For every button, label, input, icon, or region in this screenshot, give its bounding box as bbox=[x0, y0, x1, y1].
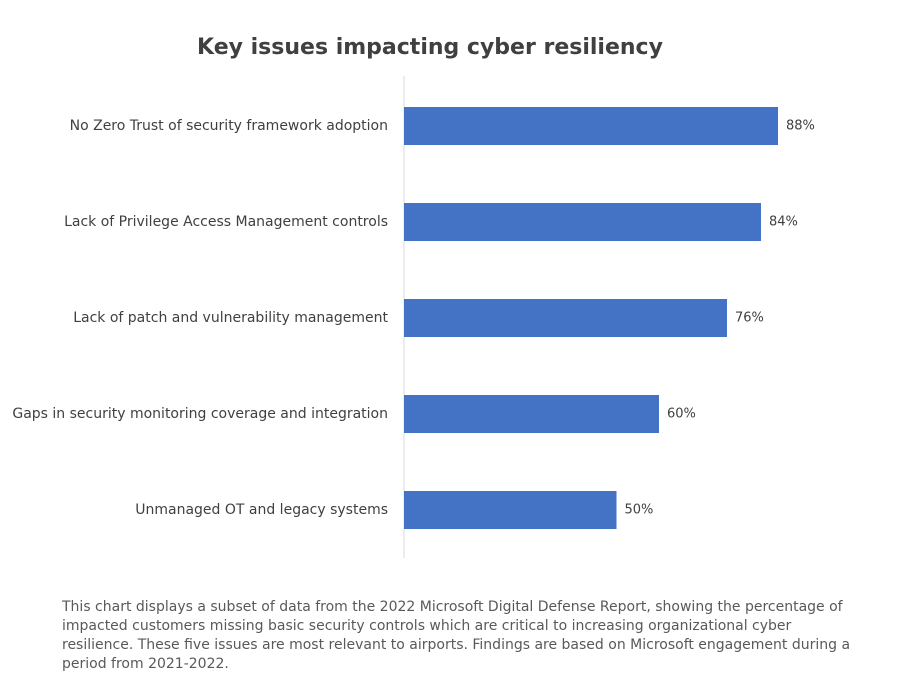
bar bbox=[404, 203, 761, 241]
chart-title: Key issues impacting cyber resiliency bbox=[197, 35, 663, 60]
category-label: Gaps in security monitoring coverage and… bbox=[12, 406, 388, 422]
bar bbox=[404, 395, 659, 433]
value-label: 60% bbox=[667, 407, 696, 422]
category-label: Lack of patch and vulnerability manageme… bbox=[73, 310, 388, 326]
chart: Key issues impacting cyber resiliency No… bbox=[12, 35, 815, 558]
category-label: Unmanaged OT and legacy systems bbox=[135, 502, 388, 518]
value-label: 88% bbox=[786, 119, 815, 134]
category-label: Lack of Privilege Access Management cont… bbox=[64, 214, 388, 230]
bar bbox=[404, 299, 727, 337]
bar bbox=[404, 107, 778, 145]
value-label: 84% bbox=[769, 215, 798, 230]
caption: This chart displays a subset of data fro… bbox=[62, 599, 851, 672]
category-label: No Zero Trust of security framework adop… bbox=[70, 118, 388, 134]
value-label: 76% bbox=[735, 311, 764, 326]
value-label: 50% bbox=[625, 503, 654, 518]
bar bbox=[404, 491, 617, 529]
